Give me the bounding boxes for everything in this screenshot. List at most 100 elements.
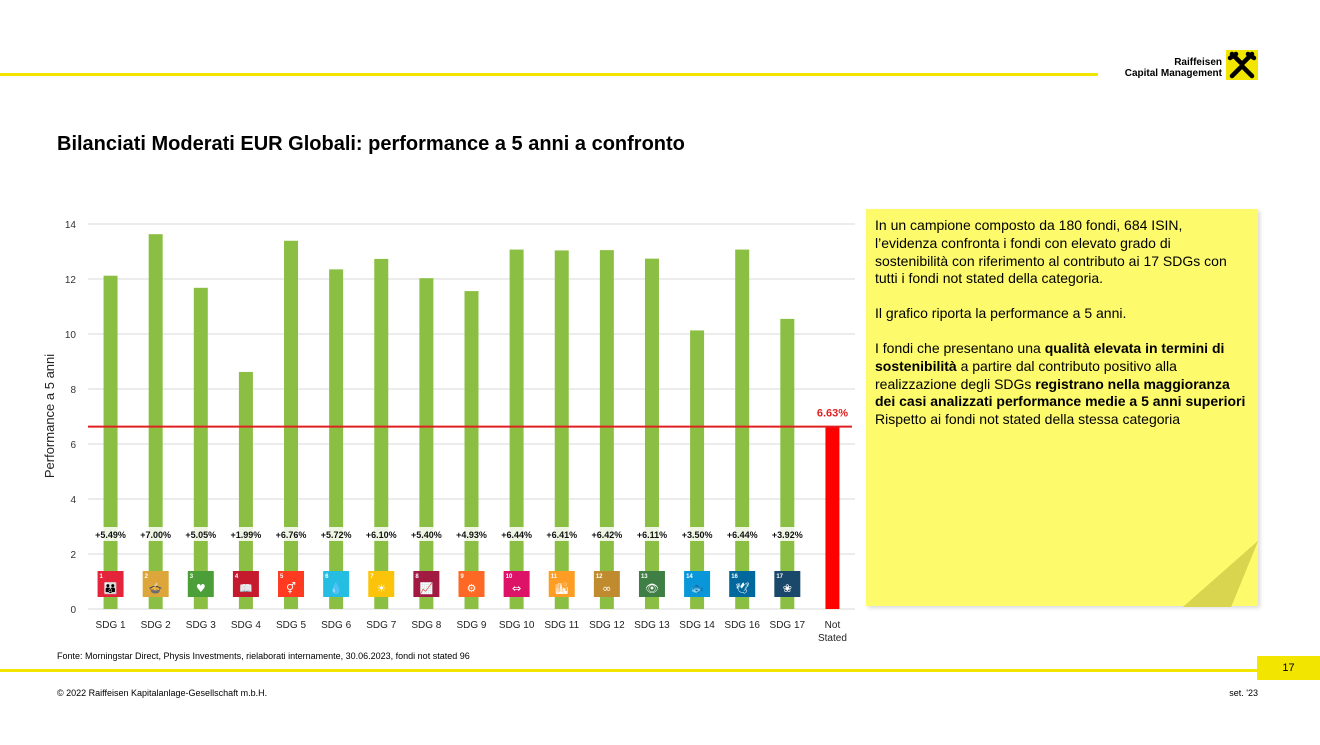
sdg-icon-glyph: 🏙 [555, 582, 569, 595]
x-tick-label: SDG 17 [770, 620, 806, 631]
sdg-icon-glyph: ⚙ [467, 582, 477, 595]
sdg-6-icon [323, 571, 350, 597]
data-label: +5.49% [95, 530, 126, 540]
data-label-background [631, 527, 672, 541]
sdg-icon-glyph: ∞ [602, 582, 611, 595]
x-tick-label: SDG 11 [544, 620, 579, 631]
x-tick-label: SDG 16 [724, 620, 760, 631]
x-tick-label: Stated [818, 633, 847, 644]
data-label-background [586, 527, 627, 541]
sdg-icon-number: 16 [731, 574, 738, 580]
data-label: +5.72% [321, 530, 352, 540]
data-label: +4.93% [456, 530, 487, 540]
bar [554, 250, 569, 609]
x-tick-label: SDG 4 [231, 620, 261, 631]
bar [329, 269, 344, 609]
data-label-background [496, 527, 537, 541]
sdg-icon-glyph: 👪 [104, 582, 118, 595]
sdg-icon-number: 12 [596, 574, 603, 580]
x-tick-label: SDG 10 [499, 620, 535, 631]
data-label-background [135, 527, 176, 541]
x-tick-label: SDG 9 [456, 620, 486, 631]
y-tick-label: 2 [70, 550, 76, 561]
sdg-10-icon [503, 571, 530, 597]
data-label-background [677, 527, 718, 541]
note-p3-bold-2: registrano nella maggioranza dei casi an… [875, 375, 1246, 410]
sdg-icon-number: 10 [506, 574, 513, 580]
sdg-icon-glyph: ☀ [376, 582, 386, 595]
sdg-icon-glyph: 👁 [645, 582, 659, 595]
note-p3-e: Rispetto ai fondi not stated della stess… [875, 411, 1181, 428]
data-label-background [225, 527, 266, 541]
data-label: +3.50% [682, 530, 713, 540]
y-tick-label: 0 [70, 605, 76, 616]
bar [464, 291, 479, 609]
logo-line-2: Capital Management [1124, 68, 1222, 79]
x-tick-label: SDG 14 [679, 620, 715, 631]
sdg-icon-glyph: 📖 [239, 582, 253, 595]
sdg-2-icon [142, 571, 169, 597]
data-label: +7.00% [140, 530, 171, 540]
sdg-icon-number: 3 [190, 574, 194, 580]
logo-line-1: Raiffeisen [1174, 57, 1222, 68]
info-note [866, 209, 1258, 606]
sdg-icon-glyph: 🐟 [690, 582, 704, 595]
copyright: © 2022 Raiffeisen Kapitalanlage-Gesellsc… [57, 688, 268, 698]
data-label: +6.44% [501, 530, 532, 540]
sdg-icon-number: 4 [235, 574, 239, 580]
sdg-icon-glyph: 🍲 [149, 582, 163, 595]
data-label-background [451, 527, 492, 541]
data-label-background [90, 527, 131, 541]
y-tick-label: 12 [65, 275, 77, 286]
sdg-3-icon [187, 571, 214, 597]
sdg-icon-number: 14 [686, 574, 693, 580]
data-label: +6.11% [637, 530, 667, 540]
x-tick-label: SDG 2 [141, 620, 171, 631]
source-note: Fonte: Morningstar Direct, Physis Invest… [57, 651, 470, 661]
note-p3-c: a partire dal contributo positivo alla r… [875, 357, 1177, 392]
sdg-7-icon [368, 571, 395, 597]
sdg-icon-number: 17 [776, 574, 783, 580]
sdg-12-icon [593, 571, 620, 597]
y-tick-label: 6 [70, 440, 76, 451]
sdg-icon-number: 11 [551, 574, 558, 580]
y-tick-label: 8 [70, 385, 76, 396]
sdg-icon-number: 5 [280, 574, 284, 580]
sdg-icon-glyph: ⇔ [512, 582, 521, 595]
company-logo-text: Raiffeisen Capital Management [1125, 57, 1222, 79]
sdg-icon-glyph: 📈 [420, 582, 434, 595]
note-paragraph-3: I fondi che presentano una qualità eleva… [875, 340, 1247, 429]
data-label-background [406, 527, 447, 541]
raiffeisen-logo-icon [1226, 50, 1258, 80]
note-paragraph-2: Il grafico riporta la performance a 5 an… [875, 305, 1127, 322]
data-label: +6.76% [276, 530, 307, 540]
footer-rule [0, 669, 1320, 672]
bar [735, 249, 750, 609]
data-label: +6.42% [591, 530, 622, 540]
y-tick-label: 10 [65, 330, 77, 341]
note-fold-icon [1183, 541, 1258, 607]
bar [284, 240, 299, 609]
sdg-icon-number: 1 [100, 574, 104, 580]
data-label-background [541, 527, 582, 541]
page-number: 17 [1257, 656, 1320, 680]
y-tick-label: 14 [65, 220, 77, 231]
sdg-9-icon [458, 571, 485, 597]
x-tick-label: SDG 12 [589, 620, 625, 631]
bar [644, 258, 659, 609]
data-label-background [316, 527, 357, 541]
sdg-icon-number: 6 [325, 574, 329, 580]
sdg-icon-number: 13 [641, 574, 648, 580]
sdg-icon-glyph: ♥ [196, 582, 206, 595]
data-label: +5.05% [185, 530, 216, 540]
sdg-8-icon [413, 571, 440, 597]
data-label-background [271, 527, 312, 541]
bar [148, 234, 163, 610]
sdg-icon-number: 7 [370, 574, 374, 580]
x-tick-label: SDG 8 [411, 620, 441, 631]
bar [599, 250, 614, 609]
data-label-background [767, 527, 808, 541]
sdg-icon-glyph: 🕊 [735, 582, 749, 595]
sdg-icon-number: 8 [415, 574, 419, 580]
data-label: +1.99% [231, 530, 262, 540]
